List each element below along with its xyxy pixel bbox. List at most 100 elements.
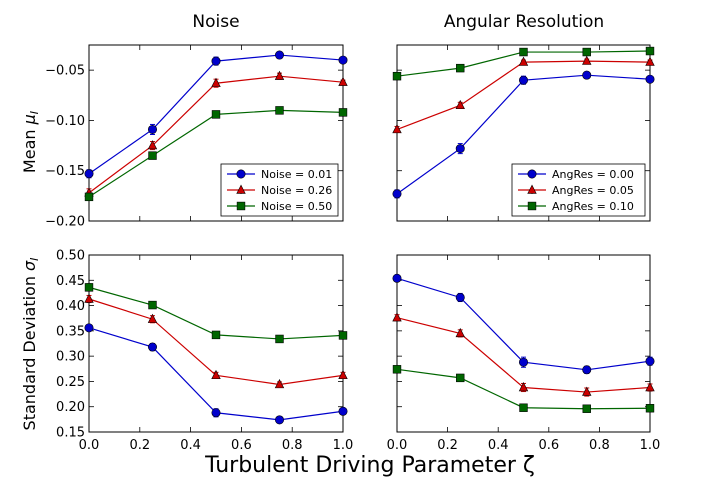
data-point [84, 283, 94, 292]
y-tick-label: 0.15 [56, 426, 85, 441]
data-point [455, 144, 465, 154]
x-tick-label: 0.2 [129, 438, 150, 453]
data-point [645, 56, 655, 66]
data-point [645, 74, 655, 84]
data-point [645, 356, 655, 366]
legend-marker [236, 184, 246, 194]
axes-frame-std-noise [88, 254, 344, 433]
y-tick-label: −0.20 [45, 215, 85, 230]
data-point [338, 108, 348, 117]
xlabel: Turbulent Driving Parameter ζ [204, 453, 535, 478]
data-point [84, 192, 94, 202]
y-tick-label: 0.30 [56, 350, 85, 365]
data-point [338, 406, 348, 416]
series-line [396, 277, 651, 371]
x-tick-label: 1.0 [640, 438, 661, 453]
series-AngRes = 0.10 [392, 365, 655, 413]
legend-marker [527, 184, 537, 194]
data-point [275, 106, 284, 115]
x-tick-label: 0.2 [437, 438, 458, 453]
data-point [148, 151, 157, 160]
ylabel-mean: Mean μI [20, 111, 41, 173]
series-Noise = 0.50 [84, 283, 348, 344]
x-tick-label: 1.0 [333, 438, 354, 453]
ylabel-std: Standard Deviation σI [20, 258, 41, 431]
data-point [519, 403, 528, 412]
y-tick-label: −0.05 [45, 64, 85, 79]
subplot-std-angres: 0.0 0.2 0.4 0.6 0.8 1.0 [387, 254, 661, 453]
legend-mean-noise: Noise = 0.01 Noise = 0.26 Noise = 0.50 [220, 163, 339, 217]
y-tick-label: −0.15 [45, 164, 85, 179]
legend-label: AngRes = 0.00 [552, 168, 634, 181]
data-point [645, 382, 655, 392]
column-title-angular-resolution: Angular Resolution [444, 12, 604, 32]
x-tick-label: 0.8 [282, 438, 303, 453]
series-AngRes = 0.00 [392, 273, 655, 375]
data-point [392, 273, 402, 283]
data-point [84, 323, 94, 333]
data-point [456, 373, 465, 383]
x-tick-label: 0.8 [589, 438, 610, 453]
data-point [211, 330, 221, 340]
data-point [211, 369, 221, 380]
data-point [455, 327, 465, 338]
series-Noise = 0.26 [84, 293, 348, 389]
x-tick-label: 0.0 [387, 438, 408, 453]
x-tick-label: 0.4 [180, 438, 201, 453]
axes-frame-mean-noise [88, 44, 344, 222]
y-tick-label: 0.45 [56, 274, 85, 289]
data-point [211, 408, 221, 418]
legend-marker [527, 169, 537, 179]
data-point [455, 99, 465, 110]
data-point [148, 342, 158, 352]
data-point [645, 404, 655, 413]
data-point [456, 63, 465, 73]
legend-marker [236, 169, 246, 179]
y-tick-label: 0.50 [56, 249, 85, 264]
data-point [582, 55, 592, 65]
data-point [147, 313, 158, 323]
y-tick-label: 0.35 [56, 324, 85, 339]
series-AngRes = 0.10 [392, 46, 655, 81]
series-Noise = 0.50 [84, 106, 348, 202]
data-point [338, 331, 348, 340]
data-point [275, 334, 284, 344]
data-point [519, 47, 528, 57]
legend-marker [527, 201, 537, 211]
data-point [582, 386, 592, 396]
data-point [392, 71, 402, 81]
data-point [211, 110, 221, 119]
data-point [84, 169, 94, 179]
data-point [518, 56, 529, 66]
x-tick-label: 0.4 [488, 438, 509, 453]
axes-frame-std-angres [396, 254, 651, 433]
data-point [338, 369, 348, 380]
series-Noise = 0.01 [84, 50, 348, 179]
data-point [211, 77, 221, 87]
x-tick-label: 0.0 [79, 438, 100, 453]
data-point [392, 124, 402, 134]
data-point [518, 382, 529, 392]
legend-label: Noise = 0.26 [261, 184, 332, 197]
legend-label: Noise = 0.01 [261, 168, 332, 181]
data-point [148, 124, 158, 134]
y-tick-label: 0.20 [56, 400, 85, 415]
legend-label: AngRes = 0.05 [552, 184, 634, 197]
data-point [147, 140, 158, 150]
data-point [582, 365, 592, 375]
y-tick-label: 0.40 [56, 299, 85, 314]
series-AngRes = 0.05 [392, 55, 655, 134]
data-point [274, 379, 285, 389]
series-Noise = 0.26 [84, 70, 348, 198]
series-AngRes = 0.05 [392, 312, 655, 397]
legend-mean-angres: AngRes = 0.00 AngRes = 0.05 AngRes = 0.10 [511, 163, 646, 217]
subplot-std-noise: 0.0 0.2 0.4 0.6 0.8 1.0 0.15 0.20 0.25 0.30 0.35 0.… [56, 249, 353, 454]
data-point [518, 357, 528, 367]
data-point [148, 300, 157, 310]
x-tick-label: 0.6 [231, 438, 252, 453]
data-point [392, 365, 402, 374]
data-point [645, 46, 655, 56]
